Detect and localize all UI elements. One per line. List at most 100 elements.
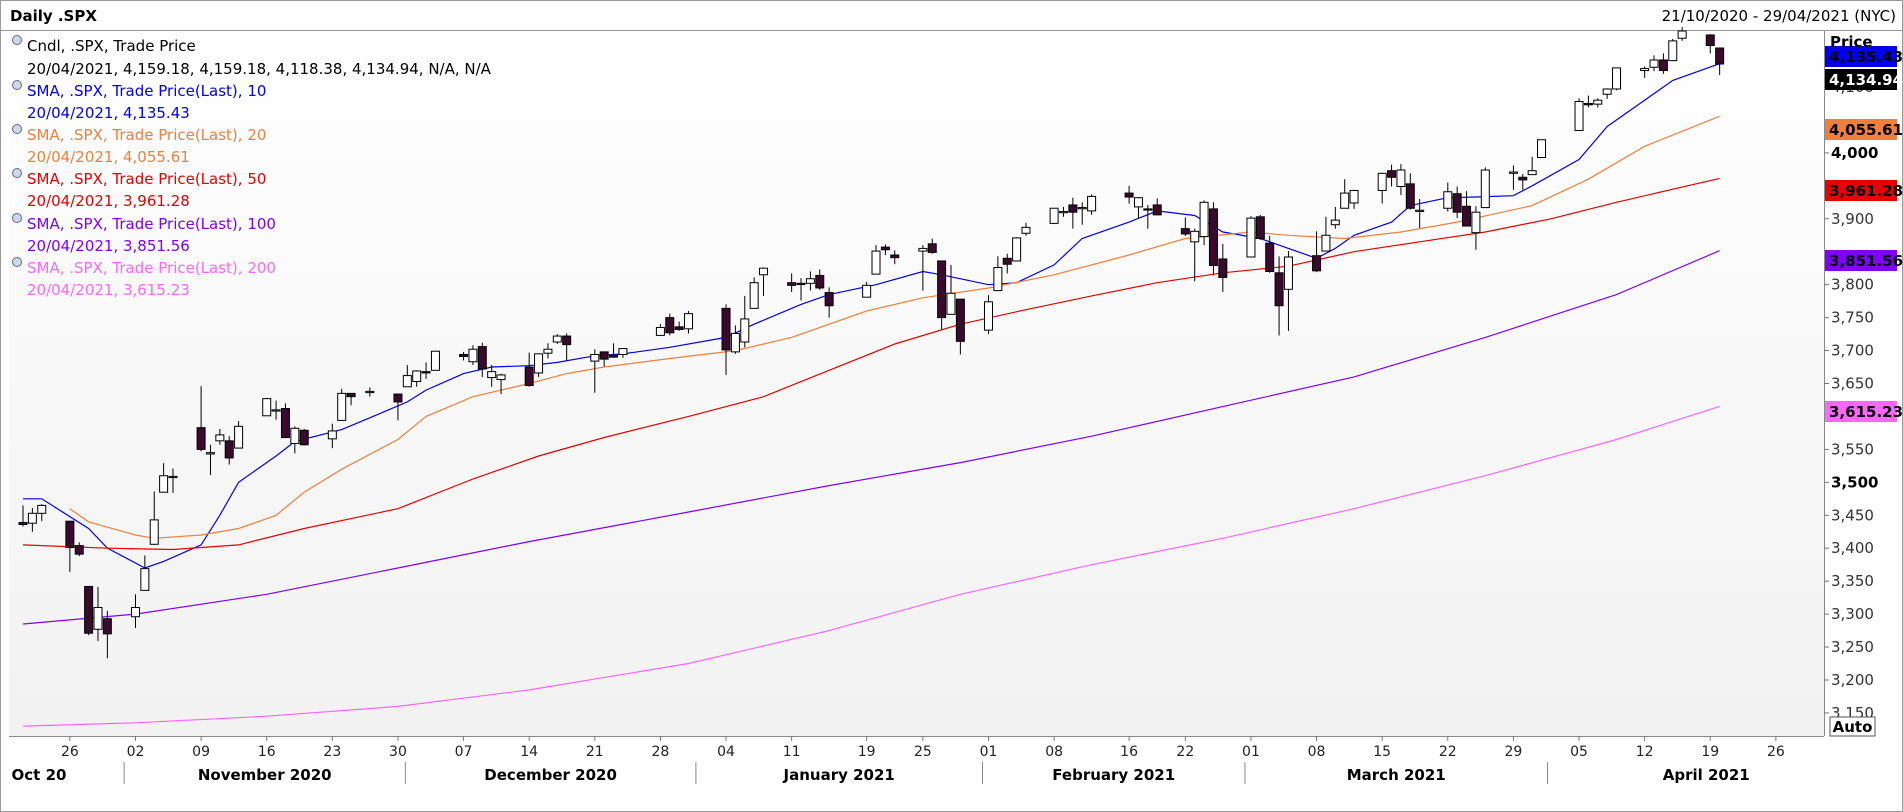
- candle[interactable]: [590, 349, 600, 393]
- candle[interactable]: [1583, 95, 1593, 108]
- candle[interactable]: [37, 504, 47, 522]
- candle[interactable]: [1208, 202, 1218, 276]
- candle[interactable]: [1265, 235, 1275, 273]
- candle[interactable]: [1330, 206, 1340, 229]
- candle[interactable]: [496, 373, 506, 395]
- candle[interactable]: [327, 423, 337, 449]
- candle[interactable]: [1049, 207, 1059, 225]
- candle[interactable]: [1508, 165, 1518, 190]
- candle[interactable]: [205, 444, 215, 476]
- candle[interactable]: [1480, 167, 1490, 209]
- candle[interactable]: [468, 345, 478, 366]
- candle[interactable]: [562, 333, 572, 361]
- candle[interactable]: [477, 342, 487, 377]
- candle[interactable]: [196, 386, 206, 452]
- candle[interactable]: [234, 421, 244, 449]
- candle[interactable]: [1387, 164, 1397, 187]
- candle[interactable]: [824, 287, 834, 318]
- candle[interactable]: [1537, 139, 1547, 159]
- candle[interactable]: [1274, 256, 1284, 336]
- candle[interactable]: [1077, 202, 1087, 225]
- candle[interactable]: [1199, 200, 1209, 246]
- candle[interactable]: [337, 388, 347, 421]
- candle[interactable]: [1190, 228, 1200, 282]
- candle[interactable]: [618, 348, 628, 358]
- candle[interactable]: [27, 508, 37, 532]
- candle[interactable]: [430, 350, 440, 371]
- candle[interactable]: [1518, 173, 1528, 190]
- candle[interactable]: [1312, 231, 1322, 273]
- candle[interactable]: [1574, 98, 1584, 131]
- candle[interactable]: [552, 334, 562, 344]
- candle[interactable]: [655, 324, 665, 336]
- candle[interactable]: [1462, 191, 1472, 227]
- candle[interactable]: [1405, 173, 1415, 210]
- candle[interactable]: [890, 250, 900, 265]
- candle[interactable]: [543, 343, 553, 359]
- candle[interactable]: [102, 610, 112, 659]
- candle[interactable]: [862, 282, 872, 298]
- legend-item-sma20[interactable]: SMA, .SPX, Trade Price(Last), 20 20/04/2…: [12, 124, 267, 167]
- candle[interactable]: [609, 343, 619, 358]
- candle[interactable]: [84, 585, 94, 636]
- candle[interactable]: [534, 353, 544, 377]
- candle[interactable]: [599, 351, 609, 367]
- candle[interactable]: [459, 351, 469, 361]
- candle[interactable]: [65, 520, 75, 572]
- legend-item-sma50[interactable]: SMA, .SPX, Trade Price(Last), 50 20/04/2…: [12, 168, 267, 211]
- candle[interactable]: [1527, 156, 1537, 176]
- candle[interactable]: [412, 370, 422, 387]
- candle[interactable]: [168, 468, 178, 493]
- candle[interactable]: [149, 491, 159, 545]
- candle[interactable]: [393, 393, 403, 421]
- candle[interactable]: [796, 278, 806, 301]
- candle[interactable]: [346, 392, 356, 406]
- legend-item-sma100[interactable]: SMA, .SPX, Trade Price(Last), 100 20/04/…: [12, 213, 276, 256]
- candle[interactable]: [937, 260, 947, 330]
- candle[interactable]: [740, 295, 750, 348]
- legend-toggle-icon[interactable]: [12, 168, 22, 178]
- candle[interactable]: [365, 387, 375, 397]
- candle[interactable]: [290, 426, 300, 454]
- auto-scale-button[interactable]: [1829, 716, 1876, 737]
- candle[interactable]: [1658, 53, 1668, 74]
- candle[interactable]: [1602, 88, 1612, 99]
- candle[interactable]: [674, 321, 684, 331]
- legend-toggle-icon[interactable]: [12, 80, 22, 90]
- candle[interactable]: [159, 463, 169, 493]
- candle[interactable]: [1021, 222, 1031, 236]
- candle[interactable]: [1002, 253, 1012, 274]
- candle[interactable]: [1143, 204, 1153, 229]
- candle[interactable]: [1133, 197, 1143, 219]
- candle[interactable]: [1677, 27, 1687, 41]
- candle[interactable]: [918, 245, 928, 291]
- candle[interactable]: [215, 428, 225, 445]
- candle[interactable]: [1649, 55, 1659, 72]
- candle[interactable]: [1255, 214, 1265, 240]
- candle[interactable]: [18, 505, 28, 527]
- candle[interactable]: [1396, 164, 1406, 196]
- candle[interactable]: [1349, 189, 1359, 209]
- candle[interactable]: [1452, 186, 1462, 219]
- candle[interactable]: [1152, 198, 1162, 216]
- legend-toggle-icon[interactable]: [12, 35, 22, 45]
- candle[interactable]: [665, 313, 675, 336]
- legend-toggle-icon[interactable]: [12, 124, 22, 134]
- candle[interactable]: [805, 271, 815, 291]
- legend-item-sma200[interactable]: SMA, .SPX, Trade Price(Last), 200 20/04/…: [12, 257, 276, 300]
- candle[interactable]: [130, 594, 140, 628]
- candle[interactable]: [730, 325, 740, 354]
- candle[interactable]: [1058, 206, 1068, 217]
- candle[interactable]: [93, 587, 103, 642]
- candle[interactable]: [1443, 182, 1453, 212]
- candle[interactable]: [1705, 34, 1715, 54]
- candle[interactable]: [421, 362, 431, 379]
- candle[interactable]: [402, 365, 412, 388]
- candle[interactable]: [721, 304, 731, 375]
- candle[interactable]: [140, 555, 150, 591]
- candle[interactable]: [1640, 66, 1650, 78]
- candle[interactable]: [880, 244, 890, 256]
- candle[interactable]: [1246, 216, 1256, 258]
- candle[interactable]: [524, 352, 534, 387]
- candle[interactable]: [299, 428, 309, 446]
